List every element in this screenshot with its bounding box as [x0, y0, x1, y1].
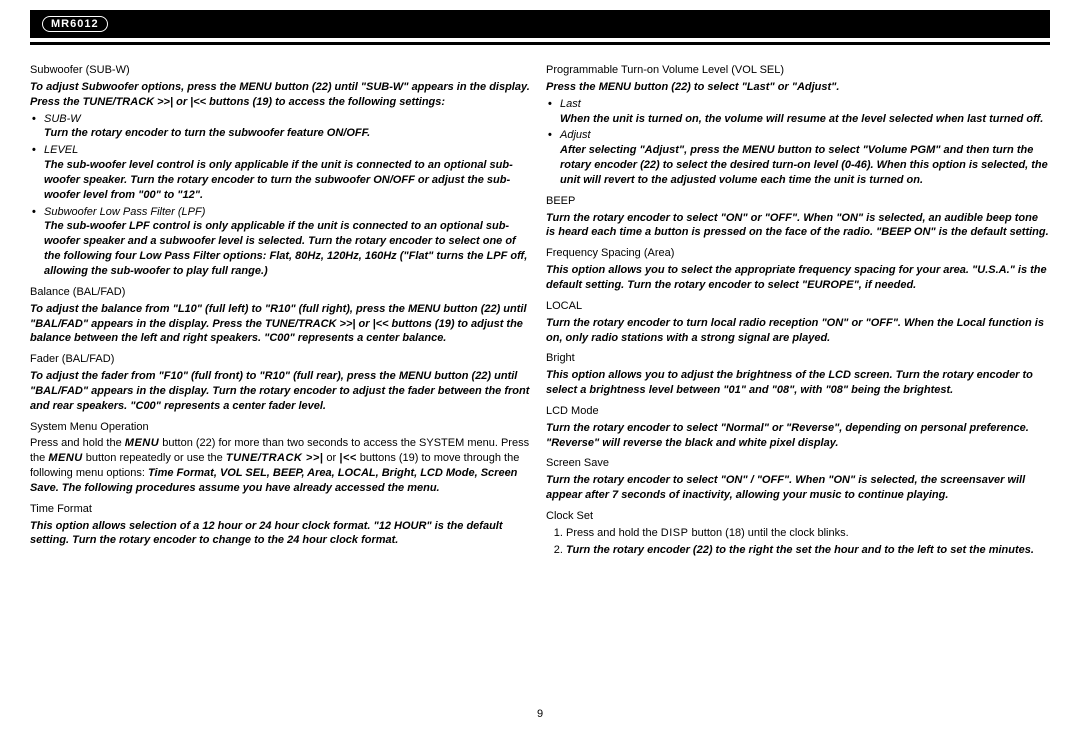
balance-title: Balance (BAL/FAD): [30, 285, 534, 300]
item-body: The sub-woofer LPF control is only appli…: [44, 219, 534, 278]
left-column: Subwoofer (SUB-W) To adjust Subwoofer op…: [30, 57, 534, 559]
clock-title: Clock Set: [546, 509, 1050, 524]
screen-title: Screen Save: [546, 456, 1050, 471]
beep-body: Turn the rotary encoder to select "ON" o…: [546, 211, 1050, 241]
local-body: Turn the rotary encoder to turn local ra…: [546, 316, 1050, 346]
list-item: Last When the unit is turned on, the vol…: [560, 97, 1050, 127]
list-item: SUB-W Turn the rotary encoder to turn th…: [44, 112, 534, 142]
divider-line: [30, 42, 1050, 45]
local-title: LOCAL: [546, 299, 1050, 314]
page-number: 9: [537, 708, 543, 720]
fader-body: To adjust the fader from "F10" (full fro…: [30, 369, 534, 414]
list-item: Subwoofer Low Pass Filter (LPF) The sub-…: [44, 205, 534, 279]
clock-step-2: Turn the rotary encoder (22) to the righ…: [566, 543, 1050, 558]
freq-title: Frequency Spacing (Area): [546, 246, 1050, 261]
item-label: SUB-W: [44, 113, 81, 125]
volsel-list: Last When the unit is turned on, the vol…: [546, 97, 1050, 188]
item-label: Adjust: [560, 129, 591, 141]
item-label: Last: [560, 98, 581, 110]
screen-body: Turn the rotary encoder to select "ON" /…: [546, 473, 1050, 503]
system-title: System Menu Operation: [30, 420, 534, 435]
lcd-title: LCD Mode: [546, 404, 1050, 419]
volsel-intro: Press the MENU button (22) to select "La…: [546, 80, 1050, 95]
subwoofer-intro: To adjust Subwoofer options, press the M…: [30, 80, 534, 110]
list-item: Adjust After selecting "Adjust", press t…: [560, 128, 1050, 187]
bright-title: Bright: [546, 351, 1050, 366]
bright-body: This option allows you to adjust the bri…: [546, 368, 1050, 398]
item-body: After selecting "Adjust", press the MENU…: [560, 143, 1050, 188]
clock-step-1: Press and hold the DISP button (18) unti…: [566, 526, 1050, 541]
system-body: Press and hold the MENU button (22) for …: [30, 436, 534, 495]
fader-title: Fader (BAL/FAD): [30, 352, 534, 367]
item-body: When the unit is turned on, the volume w…: [560, 112, 1050, 127]
subwoofer-list: SUB-W Turn the rotary encoder to turn th…: [30, 112, 534, 279]
beep-title: BEEP: [546, 194, 1050, 209]
list-item: LEVEL The sub-woofer level control is on…: [44, 143, 534, 202]
system-body-lead: Press and hold the: [30, 437, 125, 449]
item-label: Subwoofer Low Pass Filter (LPF): [44, 206, 205, 218]
time-body: This option allows selection of a 12 hou…: [30, 519, 534, 549]
clock-steps: Press and hold the DISP button (18) unti…: [546, 526, 1050, 558]
item-body: Turn the rotary encoder to turn the subw…: [44, 126, 534, 141]
item-label: LEVEL: [44, 144, 78, 156]
balance-body: To adjust the balance from "L10" (full l…: [30, 302, 534, 347]
header-bar: MR6012: [30, 10, 1050, 38]
item-body: The sub-woofer level control is only app…: [44, 158, 534, 203]
volsel-title: Programmable Turn-on Volume Level (VOL S…: [546, 63, 1050, 78]
lcd-body: Turn the rotary encoder to select "Norma…: [546, 421, 1050, 451]
subwoofer-title: Subwoofer (SUB-W): [30, 63, 534, 78]
product-logo: MR6012: [42, 16, 108, 32]
content-columns: Subwoofer (SUB-W) To adjust Subwoofer op…: [30, 57, 1050, 559]
time-title: Time Format: [30, 502, 534, 517]
right-column: Programmable Turn-on Volume Level (VOL S…: [546, 57, 1050, 559]
freq-body: This option allows you to select the app…: [546, 263, 1050, 293]
